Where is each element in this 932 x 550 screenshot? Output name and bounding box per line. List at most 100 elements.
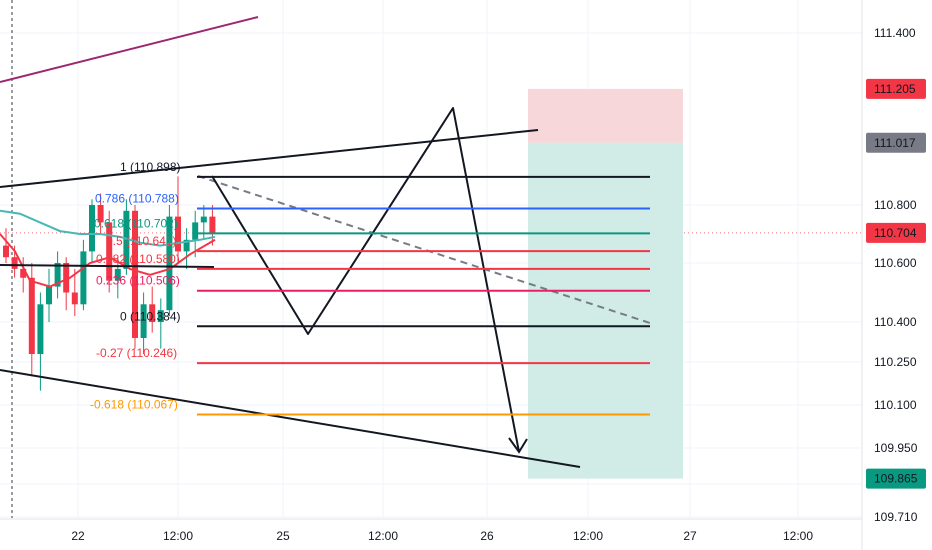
candle-body xyxy=(37,304,44,354)
drawings-layer[interactable] xyxy=(0,16,651,468)
trend-line-purple[interactable] xyxy=(0,16,259,83)
candle-body xyxy=(89,205,95,252)
candle-body xyxy=(157,310,164,322)
price-badge[interactable]: 110.704 xyxy=(866,222,926,243)
price-badge-label: 111.205 xyxy=(874,82,916,96)
candle-body xyxy=(11,257,18,269)
candle-body xyxy=(166,216,173,311)
candle[interactable] xyxy=(3,228,9,263)
price-tick-label: 110.100 xyxy=(874,398,917,412)
candle[interactable] xyxy=(114,257,121,299)
candle[interactable] xyxy=(37,292,44,391)
price-tick-label: 110.400 xyxy=(874,315,917,329)
candle[interactable] xyxy=(132,205,138,349)
fib-level-label: -0.27 (110.246) xyxy=(96,346,177,360)
short-position-tool[interactable] xyxy=(528,88,683,479)
candle[interactable] xyxy=(106,210,113,293)
candle[interactable] xyxy=(46,268,52,322)
time-tick-label: 25 xyxy=(276,529,290,543)
time-tick-label: 22 xyxy=(71,529,85,543)
candle-body xyxy=(97,205,104,223)
candle[interactable] xyxy=(80,239,87,311)
dashed-trend-line[interactable] xyxy=(197,175,651,324)
time-axis[interactable]: 22 12:00 25 12:00 26 12:00 27 12:00 xyxy=(71,529,813,543)
price-badge-label: 109.865 xyxy=(874,472,918,486)
fib-level-label: 0.5 (110.641) xyxy=(106,234,177,248)
candle[interactable] xyxy=(54,251,61,299)
channel-upper-line[interactable] xyxy=(0,129,539,188)
price-tick-label: 110.600 xyxy=(874,256,917,270)
candle-body xyxy=(132,210,138,338)
candle[interactable] xyxy=(200,205,207,240)
moving-average-teal[interactable] xyxy=(0,209,216,247)
price-tick-label: 110.250 xyxy=(874,355,917,369)
take-profit-zone[interactable] xyxy=(528,142,683,479)
price-badge[interactable]: 111.017 xyxy=(866,132,926,153)
price-badge-bg xyxy=(866,78,926,99)
fib-level-label: 0 (110.384) xyxy=(120,309,181,323)
price-badge-bg xyxy=(866,468,926,489)
price-badge-label: 111.017 xyxy=(874,136,916,150)
candle-body xyxy=(175,216,181,252)
fib-level-label: 0.618 (110.702) xyxy=(94,216,178,230)
candle-body xyxy=(3,245,9,258)
time-tick-label: 26 xyxy=(480,529,494,543)
candle[interactable] xyxy=(97,193,104,234)
candle[interactable] xyxy=(157,298,164,349)
candle-body xyxy=(149,304,156,322)
fib-level-label: 0.786 (110.788) xyxy=(95,191,179,205)
price-tick-label: 110.800 xyxy=(874,198,917,212)
time-tick-label: 27 xyxy=(683,529,697,543)
price-axis[interactable]: 111.400 110.800 110.600 110.400 110.250 110.1… xyxy=(866,26,926,524)
candle[interactable] xyxy=(166,205,173,317)
candle-body xyxy=(183,239,190,252)
candle-body xyxy=(63,263,70,293)
stop-loss-zone[interactable] xyxy=(528,88,683,143)
projection-arrowhead[interactable] xyxy=(508,437,528,454)
fib-level-label: -0.618 (110.067) xyxy=(90,397,178,411)
grid-lines xyxy=(0,0,863,550)
candle[interactable] xyxy=(20,257,27,293)
price-badge-label: 110.704 xyxy=(874,226,917,240)
candle[interactable] xyxy=(140,292,147,355)
candlestick-series[interactable] xyxy=(0,176,216,391)
candle-body xyxy=(106,222,113,281)
candle-body xyxy=(200,216,207,223)
candle[interactable] xyxy=(71,268,78,317)
candle-body xyxy=(209,216,216,234)
candle[interactable] xyxy=(123,199,130,275)
time-tick-label: 12:00 xyxy=(368,529,398,543)
candle-body xyxy=(123,210,130,269)
fib-level-label: 1 (110.898) xyxy=(120,160,181,174)
time-tick-label: 12:00 xyxy=(163,529,193,543)
price-badge[interactable]: 111.205 xyxy=(866,78,926,99)
candle-body xyxy=(28,277,35,354)
horizontal-support-line[interactable] xyxy=(0,264,215,268)
fib-level-label: 0.236 (110.506) xyxy=(96,274,180,288)
candle[interactable] xyxy=(149,286,156,333)
price-tick-label: 111.400 xyxy=(874,26,916,40)
price-badge[interactable]: 109.865 xyxy=(866,468,926,489)
candle-body xyxy=(192,222,199,240)
candle-body xyxy=(114,268,121,281)
channel-lower-line[interactable] xyxy=(0,369,581,468)
fib-level-label: 0.382 (110.580) xyxy=(96,252,180,266)
projected-path[interactable] xyxy=(211,107,520,453)
candle[interactable] xyxy=(183,228,190,269)
price-tick-label: 109.710 xyxy=(874,510,918,524)
candle-body xyxy=(140,304,147,338)
candle-body xyxy=(54,263,61,287)
candle[interactable] xyxy=(192,210,199,258)
candle[interactable] xyxy=(209,205,216,246)
price-tick-label: 109.950 xyxy=(874,441,918,455)
time-tick-label: 12:00 xyxy=(783,529,813,543)
candle[interactable] xyxy=(89,199,95,263)
price-badge-bg xyxy=(866,222,926,243)
candle-body xyxy=(80,251,87,305)
candle[interactable] xyxy=(175,176,181,263)
fib-retracement-tool[interactable]: 1 (110.898) 0.786 (110.788) 0.618 (110.702… xyxy=(90,160,650,416)
time-tick-label: 12:00 xyxy=(573,529,603,543)
candle-body xyxy=(20,268,27,278)
